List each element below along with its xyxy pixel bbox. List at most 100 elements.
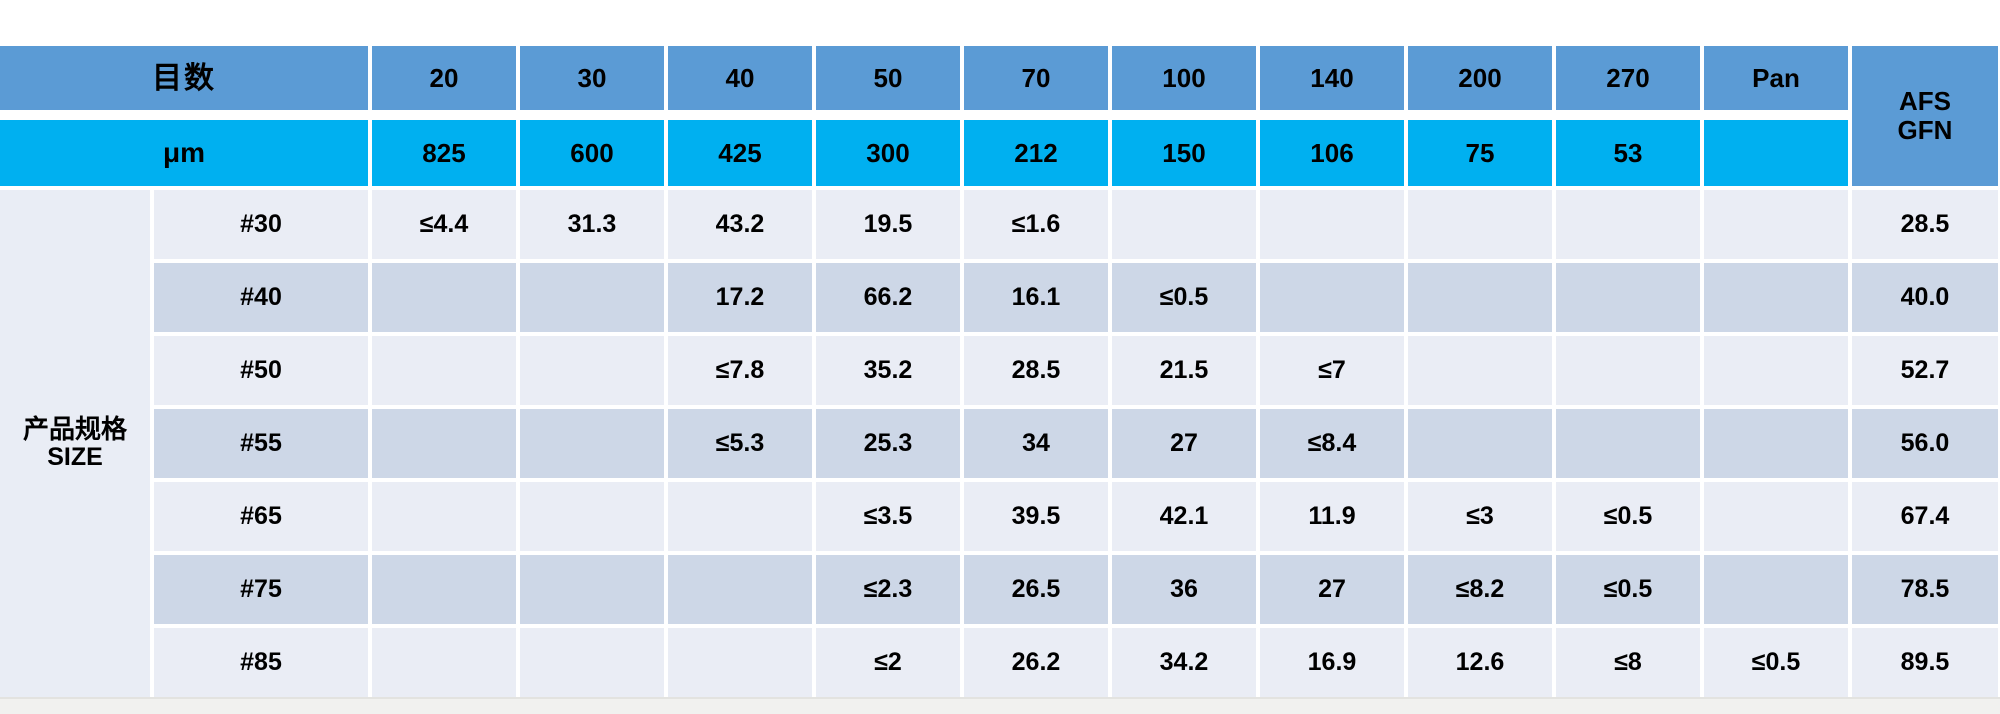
table-cell [520,482,664,551]
table-cell: 16.9 [1260,628,1404,697]
table-cell [668,555,812,624]
table-cell [372,409,516,478]
table-cell: ≤3 [1408,482,1552,551]
table-cell [520,409,664,478]
product-size-label-cn: 产品规格 [22,414,127,445]
table-cell [1704,190,1848,259]
mesh-col-header-pan: Pan [1704,46,1848,110]
table-cell [668,628,812,697]
afs-value-cell: 89.5 [1852,628,1998,697]
mesh-col-header-70: 70 [964,46,1108,110]
afs-header-line1: AFS [1899,86,1951,117]
table-cell: 35.2 [816,336,960,405]
row-size-label: #65 [154,482,368,551]
product-size-group-label: 产品规格 SIZE [0,190,150,697]
table-cell: 19.5 [816,190,960,259]
table-cell: 39.5 [964,482,1108,551]
table-cell: ≤7.8 [668,336,812,405]
table-cell: 34.2 [1112,628,1256,697]
table-cell [1704,409,1848,478]
table-cell [1556,263,1700,332]
mesh-col-header-50: 50 [816,46,960,110]
row-size-label: #40 [154,263,368,332]
table-cell: ≤8 [1556,628,1700,697]
table-cell: 27 [1260,555,1404,624]
table-cell: ≤7 [1260,336,1404,405]
table-cell: ≤1.6 [964,190,1108,259]
table-cell [520,628,664,697]
sieve-spec-table: 目数 20 30 40 50 70 100 140 200 270 Pan AF… [0,46,1998,697]
table-cell: 34 [964,409,1108,478]
product-size-label-en: SIZE [47,443,103,472]
table-cell: 16.1 [964,263,1108,332]
table-cell [1260,190,1404,259]
table-cell: ≤8.2 [1408,555,1552,624]
table-cell: 17.2 [668,263,812,332]
micron-value-106: 106 [1260,120,1404,186]
mesh-col-header-20: 20 [372,46,516,110]
table-cell [1704,555,1848,624]
bottom-next-row-strip [0,697,2000,714]
table-cell [372,263,516,332]
table-cell [1260,263,1404,332]
micron-value-150: 150 [1112,120,1256,186]
table-cell: 43.2 [668,190,812,259]
table-cell: 26.5 [964,555,1108,624]
table-cell: ≤0.5 [1556,482,1700,551]
afs-value-cell: 40.0 [1852,263,1998,332]
table-cell [1556,190,1700,259]
afs-value-cell: 78.5 [1852,555,1998,624]
table-cell [1408,409,1552,478]
table-cell: ≤2 [816,628,960,697]
table-cell: 42.1 [1112,482,1256,551]
afs-value-cell: 56.0 [1852,409,1998,478]
mesh-col-header-40: 40 [668,46,812,110]
table-cell [1704,263,1848,332]
micron-value-600: 600 [520,120,664,186]
table-cell: 11.9 [1260,482,1404,551]
table-cell [1408,336,1552,405]
table-cell: ≤0.5 [1556,555,1700,624]
table-cell [1408,263,1552,332]
table-cell: ≤4.4 [372,190,516,259]
table-cell: 66.2 [816,263,960,332]
table-cell [668,482,812,551]
micron-value-75: 75 [1408,120,1552,186]
micron-header-label: μm [0,120,368,186]
afs-gfn-header: AFS GFN [1852,46,1998,186]
afs-value-cell: 52.7 [1852,336,1998,405]
table-cell [372,482,516,551]
micron-value-53: 53 [1556,120,1700,186]
afs-header-line2: GFN [1897,115,1953,145]
micron-value-425: 425 [668,120,812,186]
afs-value-cell: 28.5 [1852,190,1998,259]
mesh-col-header-100: 100 [1112,46,1256,110]
table-cell: ≤2.3 [816,555,960,624]
mesh-header-label: 目数 [0,46,368,110]
table-cell: 12.6 [1408,628,1552,697]
table-cell: 26.2 [964,628,1108,697]
table-cell [372,336,516,405]
mesh-col-header-30: 30 [520,46,664,110]
row-size-label: #30 [154,190,368,259]
row-size-label: #55 [154,409,368,478]
table-cell: ≤3.5 [816,482,960,551]
micron-value-pan [1704,120,1848,186]
table-cell: ≤8.4 [1260,409,1404,478]
table-cell: ≤0.5 [1112,263,1256,332]
mesh-col-header-140: 140 [1260,46,1404,110]
micron-value-300: 300 [816,120,960,186]
row-size-label: #85 [154,628,368,697]
table-cell: 31.3 [520,190,664,259]
mesh-col-header-200: 200 [1408,46,1552,110]
table-cell [1408,190,1552,259]
table-cell: 27 [1112,409,1256,478]
table-cell: ≤5.3 [668,409,812,478]
row-size-label: #75 [154,555,368,624]
table-cell [520,336,664,405]
table-cell: 25.3 [816,409,960,478]
table-cell: 21.5 [1112,336,1256,405]
row-size-label: #50 [154,336,368,405]
table-cell [1556,336,1700,405]
table-cell [1112,190,1256,259]
